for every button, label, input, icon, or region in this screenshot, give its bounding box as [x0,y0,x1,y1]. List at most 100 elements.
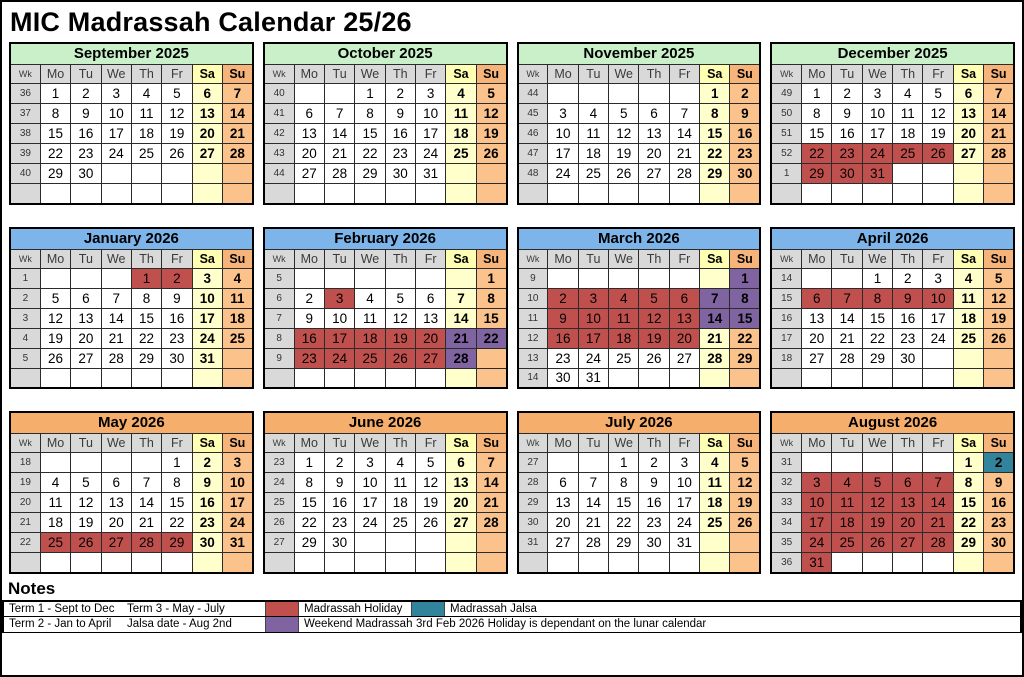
empty-cell [577,183,610,204]
date-cell: 27 [191,143,223,164]
empty-cell [729,183,761,204]
empty-cell [293,367,325,389]
month-title: February 2026 [263,227,507,250]
empty-cell [801,367,833,389]
day-header-fr: Fr [414,433,447,453]
week-number: 40 [9,163,41,184]
date-cell: 28 [475,512,508,533]
date-cell: 19 [414,492,447,513]
date-cell: 4 [130,83,163,104]
day-header-mo: Mo [547,433,579,453]
jalsa-legend-label: Madrassah Jalsa [450,602,537,615]
date-cell: 18 [892,123,924,144]
date-cell: 6 [638,103,670,124]
week-number: 5 [263,267,295,289]
empty-cell [384,552,416,573]
date-cell: 30 [191,532,223,553]
date-cell: 12 [983,287,1015,309]
date-cell: 9 [638,472,670,493]
date-cell: 22 [608,512,640,533]
date-cell: 1 [39,83,72,104]
date-cell: 30 [892,347,924,369]
day-header-su: Su [983,248,1015,269]
date-cell: 22 [354,143,386,164]
empty-cell [39,367,72,389]
week-number-header: Wk [770,248,803,269]
empty-cell [577,83,610,104]
month-january-2026: January 2026 Wk Mo Tu We Th Fr Sa Su 1 1 2 3 4 2 5 6 7 8 9 1… [9,226,254,389]
empty-cell [130,452,163,473]
day-header-we: We [861,64,894,84]
madrassah-holiday-date-cell: 31 [801,552,833,573]
madrassah-holiday-date-cell: 8 [861,287,894,309]
week-number: 22 [9,532,41,553]
day-header-tu: Tu [577,248,610,269]
date-cell: 12 [922,103,954,124]
day-header-mo: Mo [801,248,833,269]
date-cell: 30 [547,367,579,389]
date-cell: 7 [577,472,610,493]
weekend-madrassah-date-cell: 7 [699,287,731,309]
date-cell: 7 [221,83,254,104]
week-number: 35 [770,532,803,553]
day-header-th: Th [130,248,163,269]
date-cell: 13 [70,307,102,329]
date-cell: 22 [861,327,894,349]
empty-cell [130,367,163,389]
date-cell: 29 [729,347,761,369]
date-cell: 27 [668,347,701,369]
empty-cell [608,267,640,289]
day-header-tu: Tu [831,248,863,269]
week-number-header: Wk [516,64,549,84]
week-number: 7 [263,307,295,329]
empty-cell [922,367,954,389]
date-cell: 24 [221,512,254,533]
week-number [516,552,549,573]
day-header-tu: Tu [831,64,863,84]
date-cell: 24 [191,327,223,349]
day-header-th: Th [638,433,670,453]
date-cell: 15 [293,492,325,513]
date-cell: 28 [699,347,731,369]
date-cell: 21 [699,327,731,349]
empty-cell [221,183,254,204]
date-cell: 2 [831,83,863,104]
holiday-legend-swatch [265,601,299,616]
empty-cell [801,267,833,289]
madrassah-holiday-date-cell: 10 [922,287,954,309]
date-cell: 2 [638,452,670,473]
day-header-sa: Sa [699,64,731,84]
empty-cell [354,367,386,389]
empty-cell [39,267,72,289]
weekend-madrassah-legend-label: Weekend Madrassah [304,617,413,630]
month-august-2026: August 2026 Wk Mo Tu We Th Fr Sa Su 31 1 2 32 3 4 5 6 7 8 9… [770,411,1015,574]
date-cell: 6 [445,452,477,473]
lunar-calendar-note: 3rd Feb 2026 Holiday is dependant on the… [416,617,707,630]
week-number: 30 [516,512,549,533]
date-cell: 2 [323,452,356,473]
madrassah-holiday-date-cell: 16 [547,327,579,349]
day-header-th: Th [638,248,670,269]
date-cell: 28 [577,532,610,553]
day-header-su: Su [221,433,254,453]
date-cell: 19 [161,123,193,144]
empty-cell [191,183,223,204]
week-number: 48 [516,163,549,184]
date-cell: 23 [161,327,193,349]
month-november-2025: November 2025 Wk Mo Tu We Th Fr Sa Su 44 1 2 45 3 4 5 6 7… [516,42,762,205]
date-cell: 9 [983,472,1015,493]
week-number: 18 [770,347,803,369]
madrassah-holiday-date-cell: 20 [892,512,924,533]
date-cell: 2 [70,83,102,104]
date-cell: 12 [161,103,193,124]
date-cell: 21 [668,143,701,164]
empty-cell [922,163,954,184]
date-cell: 29 [699,163,731,184]
week-number: 36 [9,83,41,104]
week-number: 27 [516,452,549,473]
date-cell: 18 [952,307,985,329]
day-header-sa: Sa [699,248,731,269]
empty-cell [161,163,193,184]
date-cell: 27 [801,347,833,369]
date-cell: 13 [638,123,670,144]
